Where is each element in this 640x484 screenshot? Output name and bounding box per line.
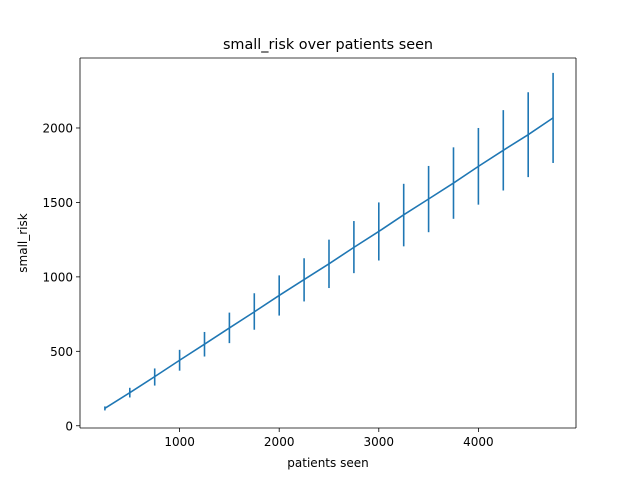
series-line: [104, 117, 554, 410]
y-axis-label: small_risk: [16, 213, 30, 272]
x-tick-label: 2000: [264, 435, 295, 449]
x-tick-label: 3000: [364, 435, 395, 449]
y-tick-label: 2000: [42, 121, 73, 135]
x-tick-label: 4000: [463, 435, 494, 449]
y-tick-label: 0: [65, 419, 73, 433]
y-axis-ticks: 0 500 1000 1500 2000: [42, 121, 80, 433]
x-axis-ticks: 1000 2000 3000 4000: [164, 428, 494, 449]
y-tick-label: 1000: [42, 270, 73, 284]
x-axis-label: patients seen: [287, 456, 368, 470]
axes-frame: [79, 57, 577, 429]
chart-title: small_risk over patients seen: [223, 37, 433, 53]
x-tick-label: 1000: [164, 435, 195, 449]
y-tick-label: 1500: [42, 196, 73, 210]
y-tick-label: 500: [50, 345, 73, 359]
plot-area: [80, 58, 576, 428]
